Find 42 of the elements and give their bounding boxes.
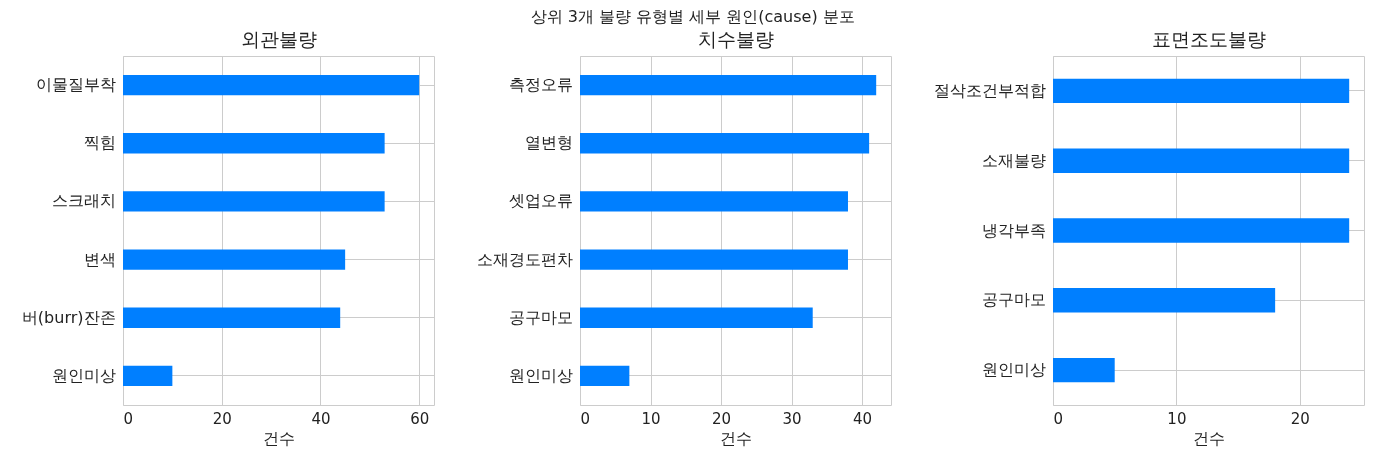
y-tick-label: 셋업오류 <box>508 191 573 211</box>
y-tick-label: 절삭조건부적합 <box>933 80 1046 100</box>
x-tick-label: 10 <box>1167 409 1187 428</box>
x-tick-label: 60 <box>410 409 430 428</box>
y-tick-label: 소재불량 <box>981 150 1046 170</box>
y-tick-label: 원인미상 <box>981 360 1046 380</box>
x-tick-label: 0 <box>580 409 591 428</box>
chart-title: 치수불량 <box>697 28 774 50</box>
y-tick-label: 공구마모 <box>508 307 573 327</box>
y-tick-label: 측정오류 <box>508 75 573 95</box>
chart-title: 외관불량 <box>240 28 317 50</box>
bar <box>580 307 813 328</box>
x-tick-label: 20 <box>1290 409 1310 428</box>
x-tick-label: 20 <box>712 409 732 428</box>
y-tick-label: 이물질부착 <box>35 75 116 95</box>
bar <box>580 133 870 154</box>
x-tick-label: 40 <box>311 409 331 428</box>
bar <box>580 74 877 96</box>
y-tick-label: 열변형 <box>524 133 573 153</box>
y-tick-label: 변색 <box>83 249 116 269</box>
text: 상위 3개 불량 유형별 세부 원인(cause) 분포 <box>530 6 855 26</box>
y-tick-label: 소재경도편차 <box>476 249 573 269</box>
y-tick-label: 공구마모 <box>981 290 1046 310</box>
x-tick-label: 0 <box>123 409 134 428</box>
x-tick-label: 20 <box>212 409 232 428</box>
y-tick-label: 버(burr)잔존 <box>21 307 116 327</box>
y-tick-label: 원인미상 <box>51 365 116 385</box>
x-tick-label: 40 <box>853 409 873 428</box>
bar <box>580 191 848 212</box>
x-tick-label: 10 <box>641 409 661 428</box>
x-tick-label: 30 <box>782 409 802 428</box>
bar <box>580 249 848 270</box>
bar <box>580 365 630 387</box>
chart-title: 표면조도불량 <box>1151 28 1266 50</box>
x-axis-title: 건수 <box>720 428 752 448</box>
y-tick-label: 찍힘 <box>83 133 116 153</box>
y-tick-label: 원인미상 <box>508 365 573 385</box>
y-tick-label: 스크래치 <box>51 191 116 211</box>
x-tick-label: 0 <box>1053 409 1064 428</box>
x-axis-title: 건수 <box>263 428 295 448</box>
y-tick-label: 냉각부족 <box>981 220 1046 240</box>
x-axis-title: 건수 <box>1193 428 1225 448</box>
